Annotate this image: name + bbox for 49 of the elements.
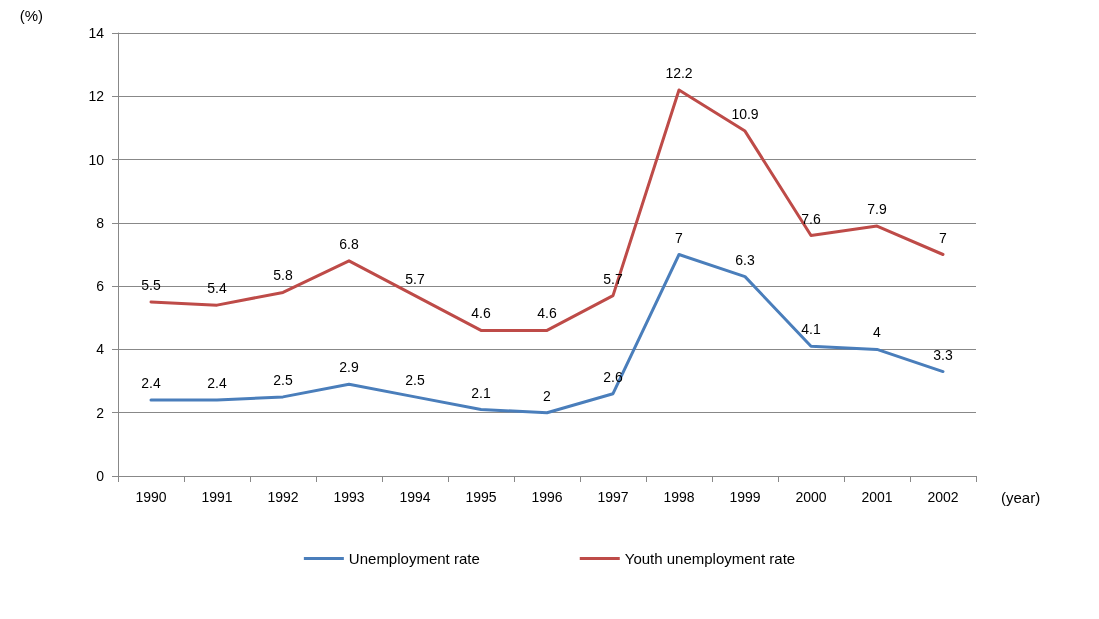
data-label: 2.5 xyxy=(405,371,425,388)
legend-label: Unemployment rate xyxy=(348,550,480,567)
x-tick-label: 2000 xyxy=(795,489,827,505)
x-tick-label: 1994 xyxy=(399,489,431,505)
data-label: 12.2 xyxy=(665,64,693,81)
x-tick-label: 1990 xyxy=(135,489,167,505)
data-label: 5.8 xyxy=(273,267,293,284)
y-tick-label: 12 xyxy=(88,88,105,105)
data-label: 2.4 xyxy=(141,375,161,392)
data-label: 4.1 xyxy=(801,321,821,338)
x-tick-label: 2001 xyxy=(861,489,893,505)
data-label: 6.3 xyxy=(735,251,755,268)
data-label: 4.6 xyxy=(471,305,491,322)
y-tick-label: 6 xyxy=(96,278,105,295)
x-tick-label: 1997 xyxy=(597,489,629,505)
x-tick-label: 1992 xyxy=(267,489,299,505)
data-label: 2 xyxy=(543,387,552,404)
x-tick-label: 1993 xyxy=(333,489,365,505)
data-label: 7 xyxy=(939,229,948,246)
data-label: 5.4 xyxy=(207,280,227,297)
x-tick-label: 1996 xyxy=(531,489,563,505)
data-label: 2.5 xyxy=(273,371,293,388)
data-label: 4 xyxy=(873,324,882,341)
data-label: 2.1 xyxy=(471,384,491,401)
data-label: 3.3 xyxy=(933,346,953,363)
data-label: 7 xyxy=(675,229,684,246)
y-tick-label: 0 xyxy=(96,468,105,484)
data-label: 5.7 xyxy=(405,270,425,287)
data-label: 4.6 xyxy=(537,305,557,322)
y-tick-label: 14 xyxy=(88,25,105,41)
data-label: 2.9 xyxy=(339,359,359,376)
x-tick-label: 1999 xyxy=(729,489,761,505)
y-tick-label: 4 xyxy=(96,341,105,358)
x-tick-label: 1995 xyxy=(465,489,497,505)
y-tick-label: 10 xyxy=(88,151,105,168)
x-axis-title: (year) xyxy=(1001,489,1041,506)
y-tick-label: 8 xyxy=(96,214,105,231)
x-tick-label: 1998 xyxy=(663,489,695,505)
data-label: 10.9 xyxy=(731,106,759,123)
x-tick-label: 2002 xyxy=(927,489,959,505)
data-label: 5.5 xyxy=(141,276,161,293)
x-tick-label: 1991 xyxy=(201,489,233,505)
legend-label: Youth unemployment rate xyxy=(624,550,796,567)
y-tick-label: 2 xyxy=(96,404,105,421)
data-label: 7.9 xyxy=(867,201,887,218)
y-axis-title: (%) xyxy=(19,7,43,24)
data-label: 2.4 xyxy=(207,375,227,392)
data-label: 6.8 xyxy=(339,235,359,252)
data-label: 7.6 xyxy=(801,210,821,227)
